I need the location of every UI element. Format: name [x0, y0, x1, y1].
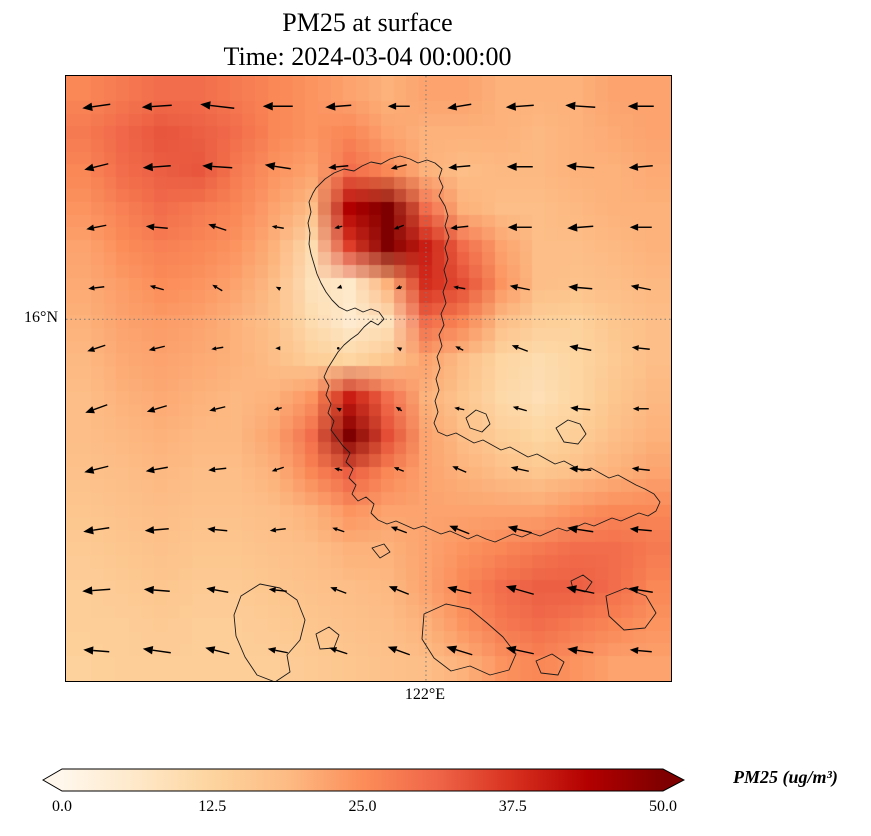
- colorbar-label: PM25 (ug/m³): [733, 767, 838, 787]
- colorbar-tick: 50.0: [649, 798, 677, 815]
- colorbar-gradient: [42, 768, 686, 792]
- colorbar-tick: 0.0: [52, 798, 72, 815]
- chart-title: PM25 at surface: [282, 8, 453, 37]
- map-overlay: [66, 76, 671, 681]
- chart-subtitle: Time: 2024-03-04 00:00:00: [223, 42, 512, 71]
- colorbar-tick: 12.5: [198, 798, 227, 815]
- colorbar-tick: 37.5: [498, 798, 527, 815]
- colorbar: [42, 768, 686, 792]
- map-plot-area: [65, 75, 672, 682]
- wind-quiver-arrows: [82, 101, 654, 656]
- y-axis-tick-label: 16°N: [24, 309, 58, 326]
- colorbar-tick: 25.0: [348, 798, 377, 815]
- colorbar-tick-labels: 0.0 12.5 25.0 37.5 50.0: [42, 798, 685, 820]
- coastline: [233, 155, 661, 681]
- pm25-heatmap-canvas: [66, 76, 671, 681]
- x-axis-tick-label: 122°E: [404, 686, 446, 703]
